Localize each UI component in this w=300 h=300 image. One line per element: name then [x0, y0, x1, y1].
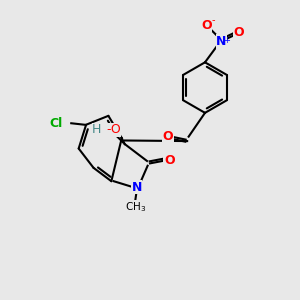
Text: -: -: [211, 15, 215, 25]
Text: O: O: [201, 19, 212, 32]
Text: N: N: [131, 181, 142, 194]
Text: O: O: [164, 154, 175, 167]
Text: +: +: [223, 35, 230, 44]
Text: N: N: [216, 35, 226, 48]
Text: O: O: [163, 130, 173, 143]
Text: H: H: [92, 123, 102, 136]
Text: Cl: Cl: [49, 117, 62, 130]
Text: -O: -O: [106, 123, 121, 136]
Text: O: O: [234, 26, 244, 39]
Text: CH$_3$: CH$_3$: [124, 200, 146, 214]
